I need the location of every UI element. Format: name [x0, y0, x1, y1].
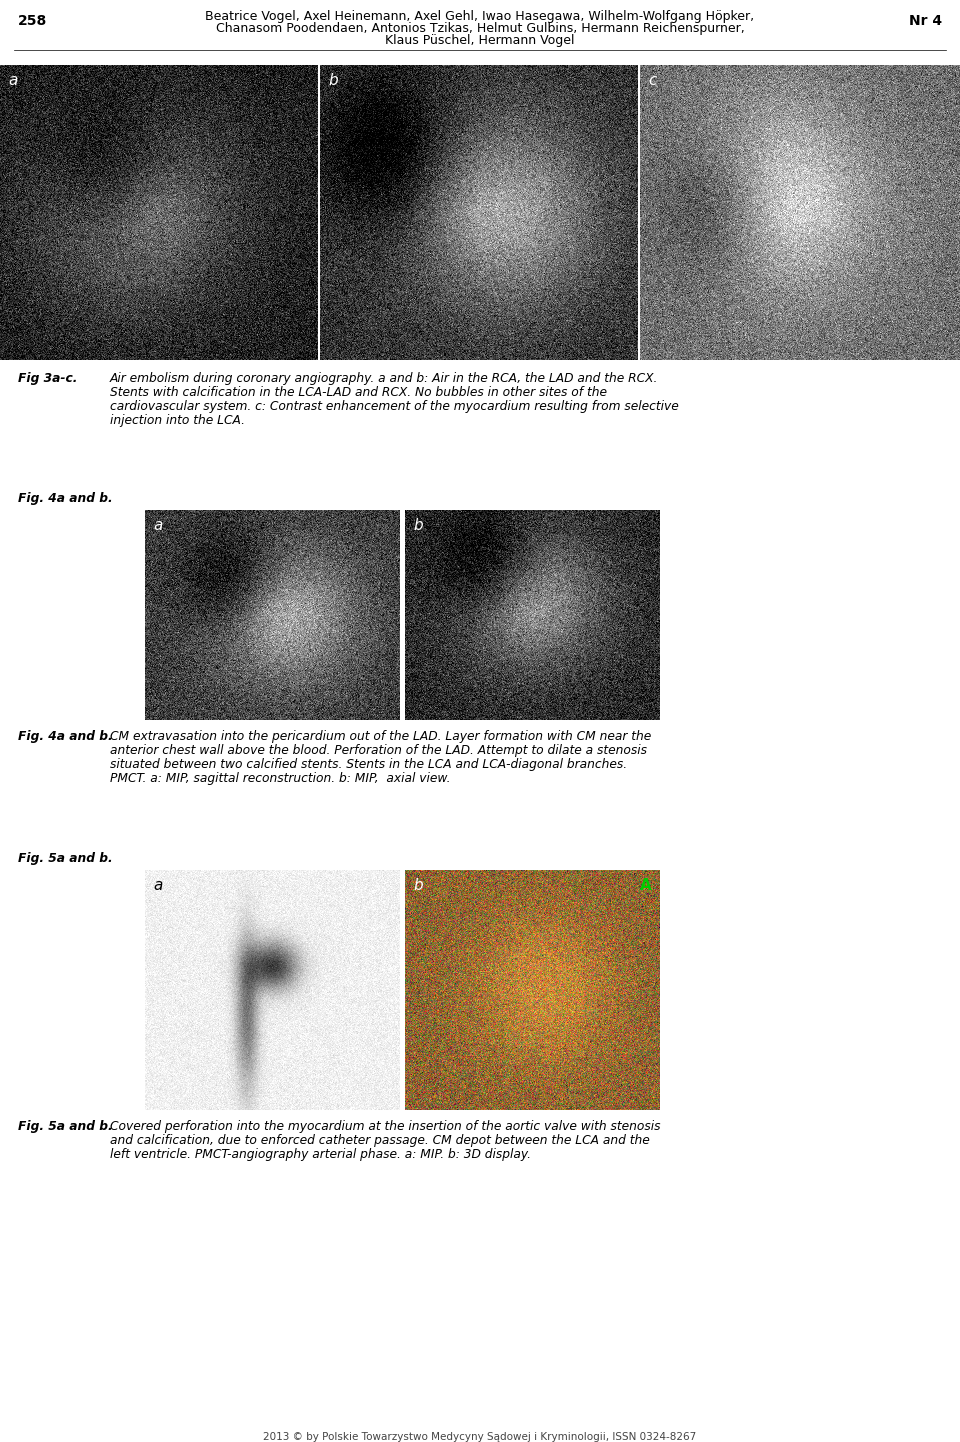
Text: CM extravasation into the pericardium out of the LAD. Layer formation with CM ne: CM extravasation into the pericardium ou…: [110, 730, 651, 743]
Text: b: b: [413, 518, 422, 534]
Text: Beatrice Vogel, Axel Heinemann, Axel Gehl, Iwao Hasegawa, Wilhelm-Wolfgang Höpke: Beatrice Vogel, Axel Heinemann, Axel Geh…: [205, 10, 755, 23]
Text: b: b: [413, 878, 422, 893]
Text: left ventricle. PMCT-angiography arterial phase. a: MIP. b: 3D display.: left ventricle. PMCT-angiography arteria…: [110, 1148, 531, 1161]
Text: 258: 258: [18, 14, 47, 27]
Text: and calcification, due to enforced catheter passage. CM depot between the LCA an: and calcification, due to enforced cathe…: [110, 1133, 650, 1146]
Text: Covered perforation into the myocardium at the insertion of the aortic valve wit: Covered perforation into the myocardium …: [110, 1120, 660, 1133]
Text: injection into the LCA.: injection into the LCA.: [110, 414, 245, 427]
Text: Nr 4: Nr 4: [909, 14, 942, 27]
Text: a: a: [153, 878, 162, 893]
Text: Fig 3a-c.: Fig 3a-c.: [18, 372, 78, 385]
Text: PMCT. a: MIP, sagittal reconstruction. b: MIP,  axial view.: PMCT. a: MIP, sagittal reconstruction. b…: [110, 771, 450, 784]
Text: Fig. 5a and b.: Fig. 5a and b.: [18, 852, 112, 865]
Text: Fig. 4a and b.: Fig. 4a and b.: [18, 492, 112, 505]
Text: Chanasom Poodendaen, Antonios Tzikas, Helmut Gulbins, Hermann Reichenspurner,: Chanasom Poodendaen, Antonios Tzikas, He…: [216, 22, 744, 35]
Text: Fig. 4a and b.: Fig. 4a and b.: [18, 730, 112, 743]
Text: anterior chest wall above the blood. Perforation of the LAD. Attempt to dilate a: anterior chest wall above the blood. Per…: [110, 744, 647, 757]
Text: Air embolism during coronary angiography. a and b: Air in the RCA, the LAD and t: Air embolism during coronary angiography…: [110, 372, 659, 385]
Text: 2013 © by Polskie Towarzystwo Medycyny Sądowej i Kryminologii, ISSN 0324-8267: 2013 © by Polskie Towarzystwo Medycyny S…: [263, 1432, 697, 1442]
Text: situated between two calcified stents. Stents in the LCA and LCA-diagonal branch: situated between two calcified stents. S…: [110, 758, 627, 771]
Text: Fig. 5a and b.: Fig. 5a and b.: [18, 1120, 112, 1133]
Text: cardiovascular system. c: Contrast enhancement of the myocardium resulting from : cardiovascular system. c: Contrast enhan…: [110, 399, 679, 412]
Text: a: a: [153, 518, 162, 534]
Text: Klaus Püschel, Hermann Vogel: Klaus Püschel, Hermann Vogel: [385, 35, 575, 48]
Text: a: a: [8, 74, 17, 88]
Text: Stents with calcification in the LCA-LAD and RCX. No bubbles in other sites of t: Stents with calcification in the LCA-LAD…: [110, 386, 607, 399]
Text: A: A: [640, 878, 652, 893]
Text: c: c: [648, 74, 657, 88]
Text: b: b: [328, 74, 338, 88]
